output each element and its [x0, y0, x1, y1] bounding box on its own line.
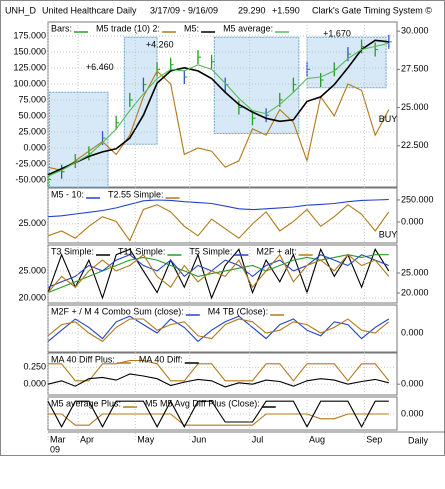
y-tick-label: 75.000: [18, 94, 46, 104]
trade-box: [213, 36, 300, 135]
y-tick-label: 0.000: [23, 142, 46, 152]
y-tick-label: -25.000: [15, 158, 46, 168]
legend-label: M5 average:: [223, 23, 273, 33]
y-tick-label: 25.000: [18, 218, 46, 228]
y-tick-label: -50.000: [15, 174, 46, 184]
year-label: 09: [50, 444, 60, 454]
security-name: United Healthcare Daily: [42, 5, 137, 15]
x-tick-label: Aug: [309, 434, 325, 444]
y2-tick-label: 0.000: [401, 408, 424, 418]
x-tick-label: May: [137, 434, 155, 444]
annotation: +1.670: [323, 29, 351, 39]
y2-tick-label: 27.500: [401, 64, 429, 74]
panel-frame: [47, 187, 398, 244]
y-tick-label: 175.000: [13, 30, 46, 40]
symbol: UNH_D: [5, 5, 37, 15]
legend-label: M5 average Plus:: [51, 398, 121, 408]
legend-label: Bars:: [51, 23, 72, 33]
series-line: [47, 253, 390, 293]
legend-label: MA 40 Diff Plus:: [51, 354, 115, 364]
y2-tick-label: 0.000: [401, 327, 424, 337]
y2-tick-label: 25.000: [401, 102, 429, 112]
annotation: +6.460: [86, 62, 114, 72]
legend-label: T2.55 Simple:: [108, 189, 164, 199]
x-tick-label: Mar: [50, 434, 66, 444]
legend-label: T11 Simple:: [118, 246, 165, 256]
series-line: [47, 204, 390, 242]
legend-label: M5:: [184, 23, 199, 33]
y-tick-label: 20.000: [18, 292, 46, 302]
series-line: [47, 198, 389, 218]
x-tick-label: Jul: [252, 434, 264, 444]
legend-label: M5 M5 Avg Diff Plus (Close):: [145, 398, 260, 408]
period-label: Daily: [408, 435, 429, 445]
series-line: [47, 400, 389, 428]
y-tick-label: 50.000: [18, 110, 46, 120]
y-tick-label: 25.000: [18, 265, 46, 275]
series-line: [47, 39, 389, 176]
price-change: +1.590: [272, 5, 300, 15]
y2-tick-label: 22.500: [401, 140, 429, 150]
y2-tick-label: 250.000: [401, 194, 434, 204]
y-tick-label: 150.000: [13, 46, 46, 56]
x-tick-label: Apr: [80, 434, 94, 444]
trade-box: [306, 36, 387, 89]
legend-label: T3 Simple:: [51, 246, 94, 256]
annotation: +4.260: [146, 39, 174, 49]
series-line: [47, 254, 390, 288]
y2-tick-label: 0.000: [401, 379, 424, 389]
series-line: [47, 42, 389, 177]
y-tick-label: 0.250: [23, 362, 46, 372]
y-tick-label: 0.000: [23, 379, 46, 389]
legend-label: M2F + / M 4 Combo Sum (close):: [51, 306, 184, 316]
series-line: [47, 247, 390, 300]
y-tick-label: 125.000: [13, 62, 46, 72]
y2-tick-label: 30.000: [401, 26, 429, 36]
date-range: 3/17/09 - 9/16/09: [150, 5, 218, 15]
trade-box: [48, 91, 109, 188]
y-tick-label: 100.000: [13, 78, 46, 88]
annotation: BUY: [379, 114, 398, 124]
system-name: Clark's Gate Timing System ©: [312, 5, 432, 15]
series-line: [47, 315, 390, 343]
panel-frame: [47, 352, 398, 396]
legend-label: M5 trade (10) 2:: [96, 23, 160, 33]
series-line: [47, 318, 390, 343]
last-price: 29.290: [238, 5, 266, 15]
x-tick-label: Jun: [192, 434, 207, 444]
panel-frame: [47, 304, 398, 353]
legend-label: M2F + alt:: [256, 246, 296, 256]
series-line: [48, 359, 390, 382]
legend-label: M5 - 10:: [51, 189, 84, 199]
legend-label: M4 TB (Close):: [208, 306, 268, 316]
y2-tick-label: 20.000: [401, 287, 429, 297]
series-line: [47, 70, 390, 171]
y2-tick-label: 25.000: [401, 267, 429, 277]
x-tick-label: Sep: [366, 434, 382, 444]
series-line: [47, 254, 389, 294]
legend-label: MA 40 Diff:: [139, 354, 183, 364]
y-tick-label: 25.000: [18, 126, 46, 136]
trade-box: [123, 36, 158, 145]
legend-label: T5 Simple:: [189, 246, 232, 256]
series-line: [48, 413, 389, 426]
y2-tick-label: 0.000: [401, 216, 424, 226]
annotation: BUY: [379, 229, 398, 239]
series-line: [47, 373, 389, 388]
